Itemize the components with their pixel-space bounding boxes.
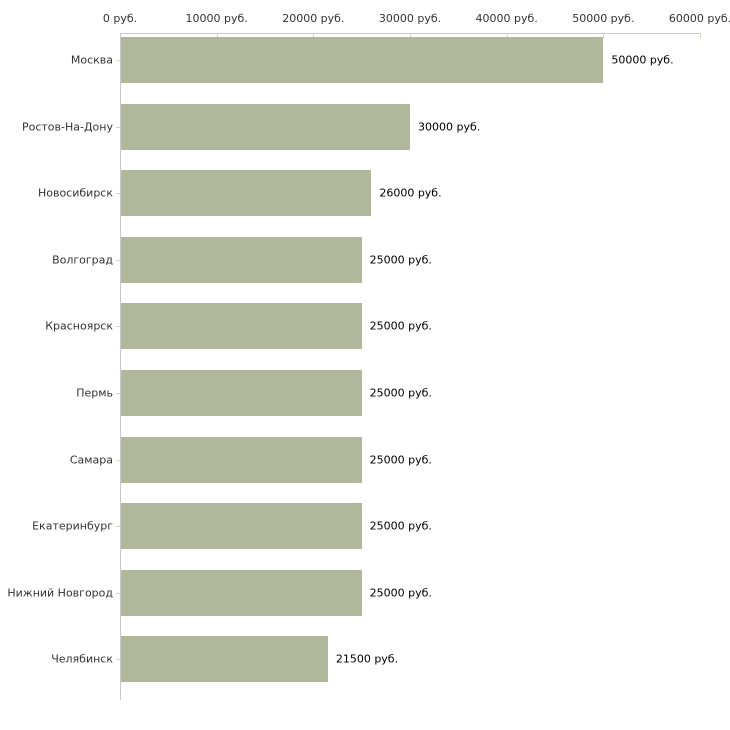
bar — [120, 303, 362, 350]
bar — [120, 37, 604, 83]
bar-row: Ростов-На-Дону 30000 руб. — [0, 100, 730, 167]
value-label: 25000 руб. — [369, 386, 432, 400]
category-label: Волгоград — [52, 253, 113, 267]
value-label: 25000 руб. — [369, 453, 432, 467]
x-axis-line — [120, 33, 700, 34]
x-tick-mark — [216, 33, 218, 38]
value-label: 50000 руб. — [611, 53, 674, 67]
y-tick-mark — [116, 592, 120, 594]
bar-row: Нижний Новгород 25000 руб. — [0, 566, 730, 633]
y-tick-mark — [116, 60, 120, 61]
y-tick-mark — [116, 326, 120, 328]
bar — [120, 103, 410, 150]
y-tick-mark — [116, 126, 120, 128]
y-tick-mark — [116, 393, 120, 394]
x-tick-label: 10000 руб. — [185, 12, 248, 25]
bar — [120, 636, 328, 683]
value-label: 21500 руб. — [335, 652, 399, 666]
category-label: Москва — [70, 53, 113, 67]
y-tick-mark — [116, 193, 120, 195]
value-label: 25000 руб. — [369, 319, 432, 333]
category-label: Новосибирск — [37, 186, 113, 200]
bar — [120, 436, 362, 483]
y-tick-mark — [116, 526, 120, 528]
category-label: Красноярск — [45, 319, 113, 333]
category-label: Ростов-На-Дону — [21, 120, 113, 134]
category-label: Пермь — [76, 386, 113, 400]
category-label: Челябинск — [51, 652, 113, 666]
x-tick-label: 60000 руб. — [668, 12, 730, 25]
x-tick-mark — [506, 33, 508, 38]
bar — [120, 170, 372, 217]
x-tick-label: 0 руб. — [102, 12, 138, 25]
bar — [120, 503, 362, 550]
x-tick-label: 30000 руб. — [378, 12, 442, 25]
y-tick-mark — [116, 459, 120, 461]
bar-row: Пермь 25000 руб. — [0, 366, 730, 433]
bar — [120, 370, 362, 416]
bar-row: Самара 25000 руб. — [0, 433, 730, 500]
y-tick-mark — [116, 259, 120, 261]
x-tick-mark — [700, 33, 701, 38]
x-tick-mark — [313, 33, 315, 38]
value-label: 25000 руб. — [369, 519, 432, 533]
bar-row: Волгоград 25000 руб. — [0, 233, 730, 300]
x-tick-label: 50000 руб. — [572, 12, 635, 25]
y-axis-line — [120, 33, 121, 700]
bar-row: Новосибирск 26000 руб. — [0, 166, 730, 233]
x-tick-label: 40000 руб. — [475, 12, 538, 25]
y-tick-mark — [116, 659, 120, 661]
value-label: 25000 руб. — [369, 253, 432, 267]
bar — [120, 569, 362, 616]
bar-row: Красноярск 25000 руб. — [0, 299, 730, 366]
bar-row: Челябинск 21500 руб. — [0, 632, 730, 699]
bar-row: Москва 50000 руб. — [0, 33, 730, 100]
x-tick-mark — [603, 33, 605, 38]
x-tick-mark — [410, 33, 411, 38]
bar-row: Екатеринбург 25000 руб. — [0, 499, 730, 566]
x-tick-label: 20000 руб. — [282, 12, 345, 25]
category-label: Самара — [69, 453, 113, 467]
category-label: Екатеринбург — [32, 519, 113, 533]
bar — [120, 236, 362, 283]
value-label: 30000 руб. — [418, 120, 481, 134]
value-label: 26000 руб. — [379, 186, 442, 200]
value-label: 25000 руб. — [369, 586, 432, 600]
category-label: Нижний Новгород — [7, 586, 113, 600]
